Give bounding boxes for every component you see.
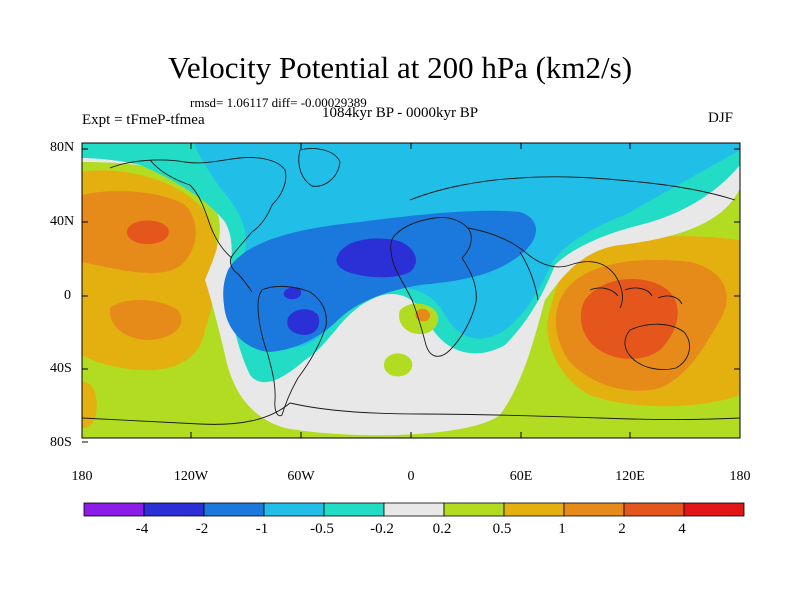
coastlines (82, 148, 740, 425)
lon-label-60e: 60E (509, 469, 533, 484)
colorbar-swatch (503, 502, 565, 517)
colorbar-swatch (323, 502, 385, 517)
period-label: 1084kyr BP - 0000kyr BP (322, 105, 479, 121)
colorbar-swatch (203, 502, 265, 517)
colorbar-swatch (623, 502, 685, 517)
experiment-label: Expt = tFmeP-tfmea (82, 112, 205, 128)
lat-label-40s: 40S (50, 361, 72, 376)
colorbar-label: 1 (558, 521, 566, 537)
lat-label-80n: 80N (50, 140, 75, 155)
map-panel (82, 143, 740, 438)
colorbar-swatch (263, 502, 325, 517)
colorbar-label: 0.2 (432, 521, 452, 537)
colorbar-label: -1 (255, 521, 269, 537)
contour-neg-4 (336, 238, 416, 278)
contour-pacific-3 (109, 299, 182, 340)
colorbar-label: -0.5 (310, 521, 334, 537)
colorbar-swatch (83, 502, 145, 517)
contour-indopac-3 (580, 278, 678, 359)
colorbar-swatch (563, 502, 625, 517)
colorbar-swatch (683, 502, 745, 517)
colorbar-swatch (143, 502, 205, 517)
lat-label-80s: 80S (50, 435, 72, 450)
colorbar-swatch (443, 502, 505, 517)
colorbar-label: -2 (195, 521, 209, 537)
lat-label-40n: 40N (50, 214, 75, 229)
stats-subtitle: rmsd= 1.06117 diff= -0.00029389 (190, 95, 367, 110)
contour-sepac (82, 381, 97, 429)
colorbar-label: -0.2 (370, 521, 394, 537)
lon-label-120w: 120W (173, 469, 209, 484)
colorbar-label: 4 (678, 521, 686, 537)
lat-label-0: 0 (64, 288, 71, 303)
colorbar (83, 502, 745, 517)
map-title: Velocity Potential at 200 hPa (km2/s) (167, 50, 633, 85)
contour-atl-3 (384, 353, 413, 377)
lon-label-120e: 120E (615, 469, 645, 484)
lon-label-0: 0 (407, 469, 415, 484)
contour-atl-2 (415, 308, 431, 322)
contour-neg-6 (283, 287, 302, 300)
lon-label-180w: 180 (71, 469, 93, 484)
lon-label-180e: 180 (729, 469, 751, 484)
colorbar-label: 0.5 (492, 521, 512, 537)
colorbar-label: 2 (618, 521, 626, 537)
contour-pacific-4 (126, 220, 169, 245)
colorbar-swatch (383, 502, 445, 517)
lon-label-60w: 60W (287, 469, 315, 484)
colorbar-label: -4 (135, 521, 149, 537)
axis-ticks (81, 143, 740, 443)
contour-neg-5 (287, 309, 320, 335)
season-label: DJF (708, 110, 734, 126)
